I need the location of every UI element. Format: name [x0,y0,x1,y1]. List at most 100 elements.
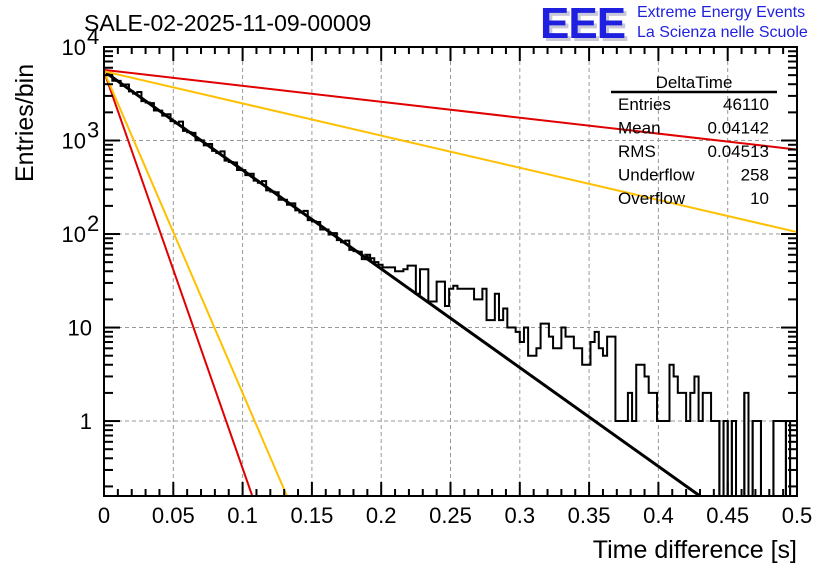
histogram-bin [387,267,391,496]
histogram-bin [566,337,570,496]
histogram-bin [166,114,170,496]
histogram-bin [183,131,187,496]
histogram-bin [428,301,432,496]
histogram-bin [125,85,129,496]
histogram-bin [374,262,378,496]
histogram-bin [649,393,653,496]
x-tick-label: 0.15 [290,503,333,528]
histogram-bin [345,241,349,496]
x-tick-label: 0.1 [227,503,258,528]
histogram-bin [150,103,154,496]
histogram-bin [399,271,403,496]
histogram-bin [453,286,457,496]
histogram-bin [570,337,574,496]
histogram-bin [516,332,520,496]
histogram-bin [495,294,499,496]
histogram-bin [175,123,179,496]
histogram-bin [462,289,466,496]
y-tick-label-exponent: 3 [87,118,99,143]
histogram-bin [420,269,424,496]
histogram-bin [146,102,150,496]
histogram-bin [520,342,524,496]
stats-value-entries: 46110 [723,95,769,114]
x-tick-label: 0.4 [643,503,674,528]
histogram-bin [254,181,258,496]
histogram-bin [337,240,341,496]
histogram-bin [304,211,308,496]
histogram-bin [595,332,599,496]
histogram-bin [391,267,395,496]
stats-label-entries: Entries [618,95,671,114]
histogram-bin [665,421,669,496]
histogram-bin [349,250,353,496]
x-tick-label: 0.35 [568,503,611,528]
stats-label-mean: Mean [618,119,661,138]
histogram-bin [545,324,549,496]
histogram-bin [220,151,224,496]
stats-label-underflow: Underflow [618,166,695,185]
histogram-bin [341,242,345,496]
histogram-bin [204,145,208,496]
y-tick-label-exponent: 2 [87,211,99,236]
histogram-bin [191,133,195,496]
histogram-bin [511,328,515,496]
histogram-bin [586,365,590,496]
stats-label-rms: RMS [618,142,656,161]
histogram-bin [270,192,274,496]
y-tick-label: 1 [80,409,92,434]
histogram-bin [245,175,249,496]
logo-line1: Extreme Energy Events [637,4,806,21]
histogram-bin [582,365,586,496]
histogram-bin [287,205,291,496]
histogram-bin [162,116,166,496]
x-tick-label: 0 [98,503,110,528]
histogram-bin [225,161,229,496]
histogram-bin [640,365,644,496]
histogram [104,71,797,497]
y-axis-title: Entries/bin [11,64,39,182]
histogram-bin [229,162,233,496]
histogram-bin [574,348,578,496]
histogram-bin [661,421,665,496]
x-tick-label: 0.5 [782,503,813,528]
red-shallow-line [103,68,798,151]
histogram-bin [403,269,407,496]
axis-ticks [103,46,798,496]
yellow-steep-line [103,70,288,497]
histogram-bin [353,251,357,496]
chart-title: SALE-02-2025-11-09-00009 [84,10,372,36]
fit-line [103,70,701,498]
yellow-shallow-line [103,70,798,234]
histogram-bin [432,301,436,496]
histogram-bin [437,282,441,496]
stats-title: DeltaTime [656,73,733,92]
histogram-bin [295,210,299,496]
histogram-bin [624,421,628,496]
histogram-bin [632,421,636,496]
histogram-bin [237,170,241,496]
histogram-bin [316,222,320,496]
histogram-bin [258,183,262,496]
histogram-bin [416,294,420,496]
histogram-bin [507,328,511,496]
histogram-bin [620,421,624,496]
histogram-bin [333,233,337,496]
histogram-bin [279,200,283,496]
stats-value-overflow: 10 [750,189,769,208]
histogram-bin [478,299,482,496]
histogram-bin [216,153,220,496]
histogram-bin [274,192,278,496]
histogram-bin [561,328,565,496]
y-tick-label: 10 [62,35,86,60]
histogram-bin [308,220,312,496]
logo-letters: EEE [540,0,626,48]
x-axis-title: Time difference [s] [593,536,797,564]
histogram-bin [299,212,303,496]
y-tick-label: 10 [62,222,86,247]
histogram-bin [499,320,503,496]
histogram-bin [445,306,449,496]
histogram-bin [457,289,461,496]
x-tick-label: 0.2 [366,503,397,528]
